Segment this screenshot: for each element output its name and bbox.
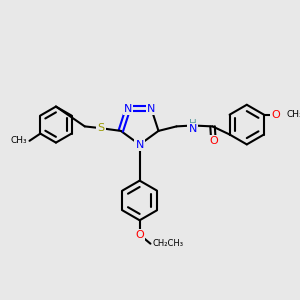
Text: O: O — [271, 110, 280, 120]
Text: CH₃: CH₃ — [286, 110, 300, 119]
Text: H: H — [189, 119, 196, 129]
Text: CH₃: CH₃ — [10, 136, 27, 145]
Text: N: N — [147, 104, 155, 114]
Text: S: S — [98, 123, 104, 133]
Text: N: N — [136, 140, 144, 150]
Text: N: N — [188, 124, 197, 134]
Text: N: N — [124, 104, 132, 114]
Text: O: O — [209, 136, 218, 146]
Text: O: O — [135, 230, 144, 240]
Text: CH₂CH₃: CH₂CH₃ — [152, 239, 183, 248]
